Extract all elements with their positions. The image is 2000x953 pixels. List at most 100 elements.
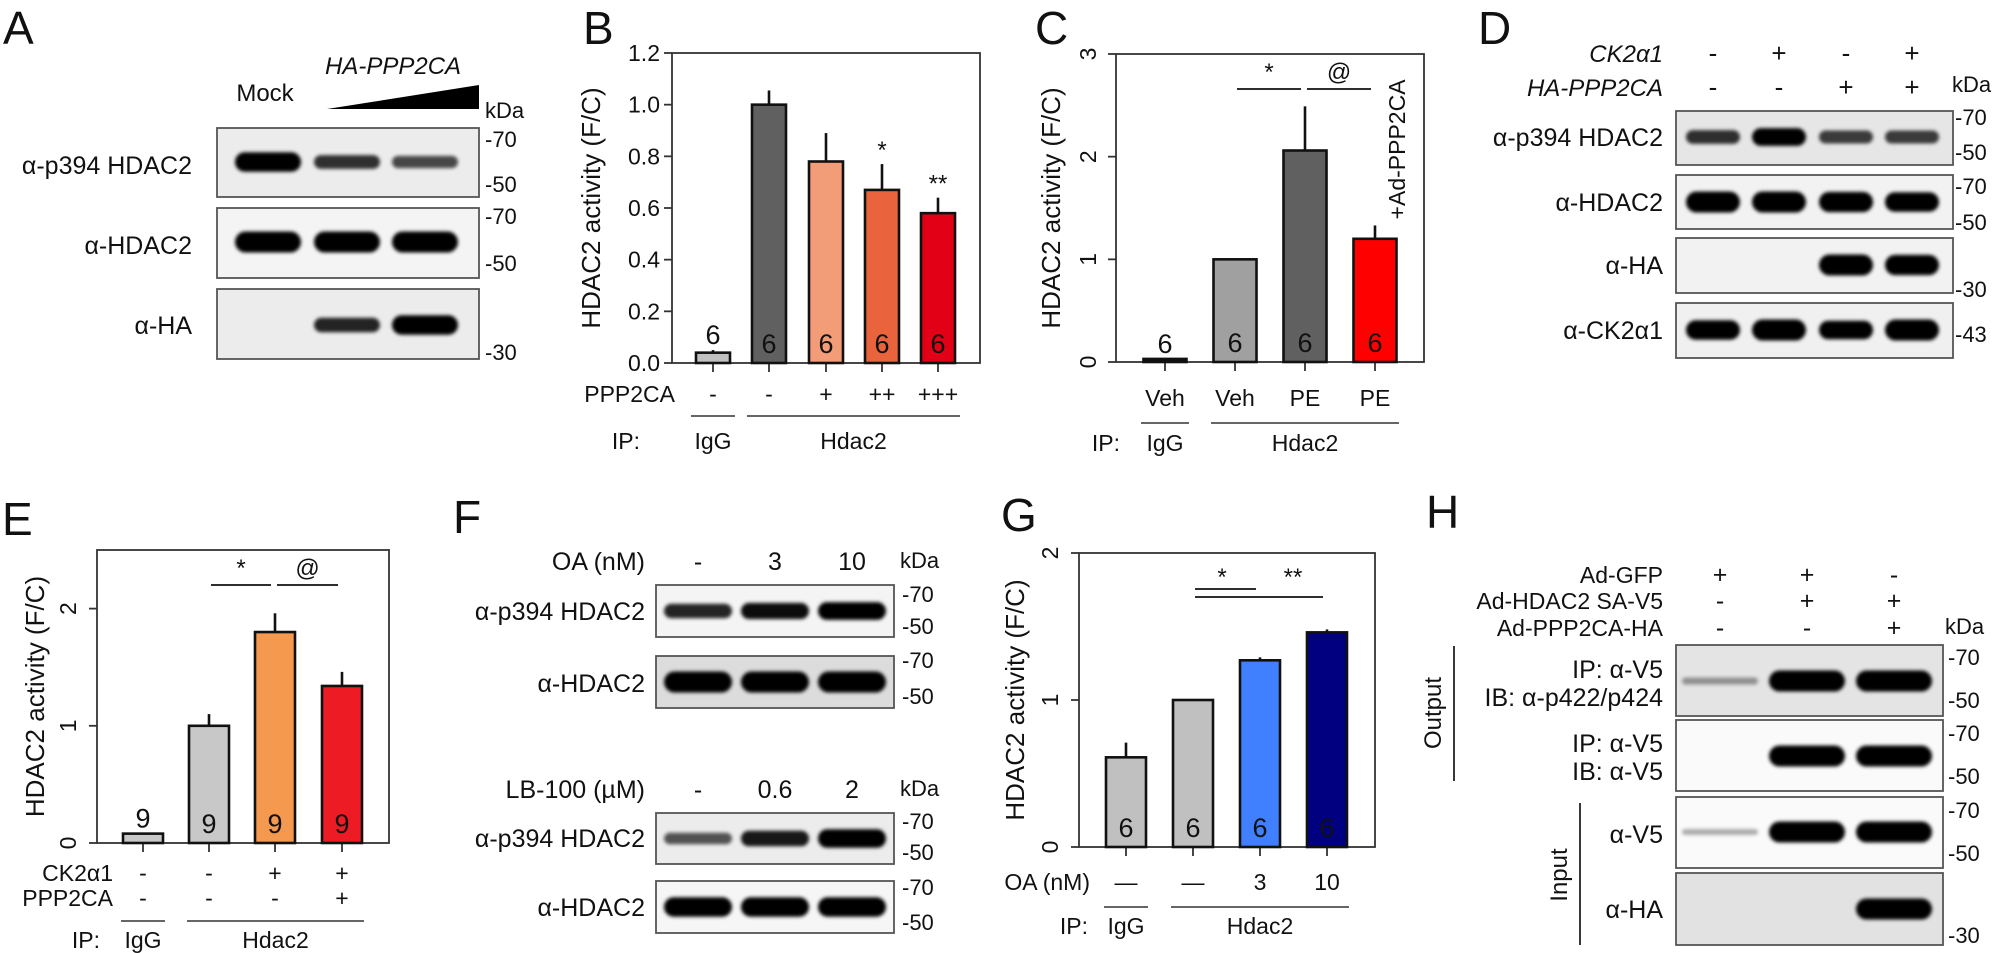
condition-value: - [205,860,213,886]
bar [1305,631,1349,849]
lane-dose-label: 0.6 [758,776,793,804]
bar-n-label: 6 [1297,328,1312,358]
condition-value: Veh [1215,385,1255,411]
blot-band [1819,191,1873,213]
mw-marker: -70 [902,875,934,900]
treatment-label: LB-100 (µM) [506,776,645,804]
mw-marker: -50 [1948,688,1980,713]
blot-row-label: α-p394 HDAC2 [475,598,645,626]
condition-value: PE [1290,385,1321,411]
condition-value: + [1800,587,1815,615]
treatment-label: OA (nM) [552,548,645,576]
condition-value: + [1713,561,1728,589]
bar [187,724,231,845]
blot-band [1682,829,1758,835]
panel-letter: G [1001,489,1037,541]
plot-frame [1115,53,1425,363]
blot-row-label: IP: α-V5 [1572,730,1663,758]
blot-row-label: α-HDAC2 [537,894,645,922]
ip-label: IP: [1060,913,1088,939]
y-tick-label: 0.6 [628,195,660,221]
mw-marker: -30 [1948,923,1980,948]
condition-value: + [268,860,281,886]
kda-label: kDa [900,548,940,573]
bar [1104,756,1148,849]
blot-row-label: α-p394 HDAC2 [22,152,192,180]
mw-marker: -30 [485,340,517,365]
blot-band [1856,745,1932,767]
blot-band [1686,320,1740,340]
mw-marker: -50 [1948,841,1980,866]
blot-band [818,602,886,620]
condition-label: PPP2CA [22,885,113,911]
mw-marker: -70 [1948,798,1980,823]
bar-n-label: 6 [1319,813,1334,843]
mw-marker: -70 [1955,174,1987,199]
blot-panel-a: A Mock HA-PPP2CA kDa α-p394 HDAC2 -70 -50 α-HDA… [3,2,525,365]
condition-value: + [819,381,832,407]
bar-n-label: 6 [1157,329,1172,359]
lane-dose-label: 3 [768,548,782,576]
bar [320,684,364,845]
bar-n-label: 6 [874,329,889,359]
y-tick-label: 2 [1037,547,1063,560]
ip-group-label: IgG [694,428,731,454]
blot-band [1885,254,1939,276]
blot-panel-d: D CK2α1 - + - + HA-PPP2CA - - + + kDa α-p394 HDAC2 -7… [1478,2,1992,359]
blot-band [741,830,809,847]
blot-band [741,897,809,917]
condition-value: - [205,885,213,911]
condition-label: HA-PPP2CA [1527,75,1663,102]
dose-gradient-triangle-icon [327,85,479,109]
lane-dose-label: - [694,548,702,576]
y-tick-label: 3 [1075,48,1101,61]
condition-value: - [1775,72,1784,102]
ip-group-label: Hdac2 [820,428,886,454]
blot-band [392,155,458,169]
condition-value: - [1709,72,1718,102]
plot-frame [96,549,390,844]
condition-label: Ad-PPP2CA-HA [1497,615,1664,641]
blot-band [818,897,886,917]
panel-letter: H [1426,486,1459,538]
blot-band [1856,821,1932,843]
condition-label: Ad-HDAC2 SA-V5 [1476,588,1663,614]
blot-band [818,829,886,848]
significance-label: * [236,555,245,582]
y-axis-label: HDAC2 activity (F/C) [576,87,606,328]
condition-value: 10 [1314,869,1340,895]
mw-marker: -70 [902,648,934,673]
condition-value: - [1709,38,1718,68]
condition-value: + [1904,38,1919,68]
y-tick-label: 1 [55,719,81,732]
blot-band [1769,670,1845,692]
ip-label: IP: [612,428,640,454]
condition-value: - [271,885,279,911]
blot-row-label: α-p394 HDAC2 [475,825,645,853]
bar-n-label: 9 [135,804,150,834]
mw-marker: -50 [485,172,517,197]
blot-band [1885,130,1939,144]
bar [1142,357,1188,364]
bar-n-label: 6 [1252,813,1267,843]
condition-value: - [139,885,147,911]
blot-row-label: α-HA [1605,896,1663,924]
bar [863,188,901,365]
y-tick-label: 1 [1037,694,1063,707]
ip-group-label: Hdac2 [242,927,308,953]
condition-value: + [1838,72,1853,102]
y-tick-label: 0.2 [628,298,660,324]
ip-group-label: IgG [1107,913,1144,939]
input-group-label: Input [1546,848,1573,902]
y-tick-label: 2 [55,602,81,615]
y-tick-label: 0 [1037,841,1063,854]
bar [253,630,297,845]
condition-value: - [1842,38,1851,68]
blot-band [1769,745,1845,767]
blot-panel-f: F OA (nM) - 3 10 kDa α-p394 HDAC2 -70 -50 α-HDAC2… [453,491,940,935]
panel-letter: D [1478,2,1511,54]
mw-marker: -50 [1948,764,1980,789]
condition-value: - [139,860,147,886]
bar-n-label: 6 [818,329,833,359]
